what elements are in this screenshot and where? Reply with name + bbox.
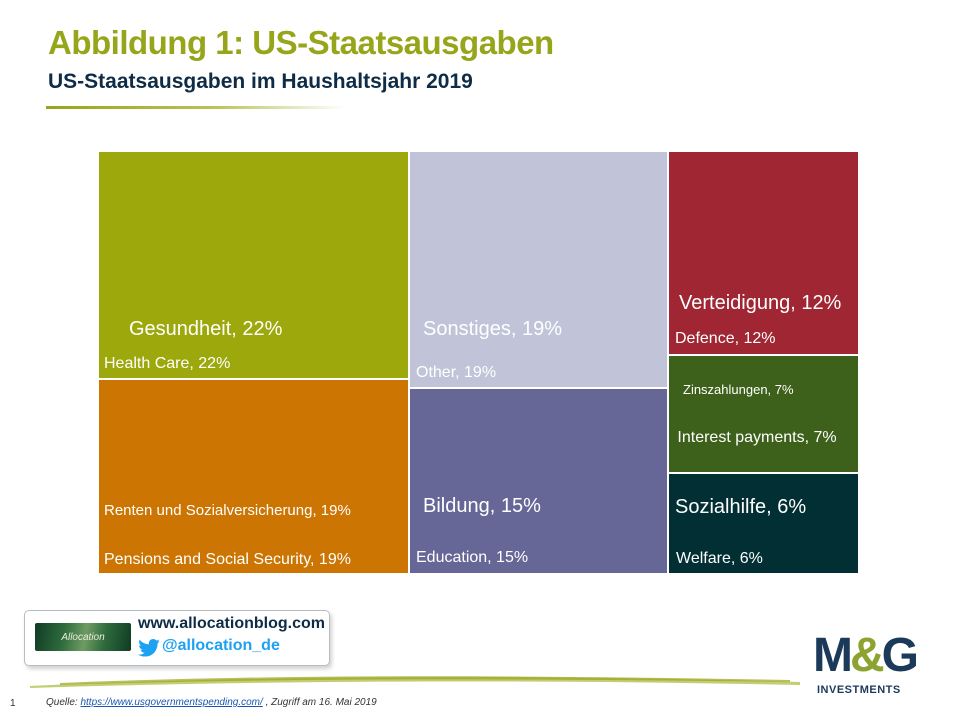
treemap-tile: Verteidigung, 12% Defence, 12% [668, 151, 859, 355]
twitter-handle-link[interactable]: @allocation_de [162, 637, 280, 654]
blog-url-link[interactable]: www.allocationblog.com [138, 615, 325, 632]
treemap-label-de: Sozialhilfe, 6% [675, 496, 807, 518]
treemap-tile: Bildung, 15% Education, 15% [409, 388, 668, 574]
treemap-label-en: Pensions and Social Security, 19% [104, 551, 351, 568]
treemap-label-en: Health Care, 22% [104, 355, 231, 372]
treemap-label-en: Interest payments, 7% [677, 429, 837, 446]
allocation-logo: Allocation [35, 623, 131, 651]
title-underline [46, 106, 346, 109]
page-title: Abbildung 1: US-Staatsausgaben [48, 24, 554, 61]
treemap-label-en: Education, 15% [416, 549, 529, 566]
twitter-bird-icon [138, 639, 160, 657]
source-suffix: , Zugriff am 16. Mai 2019 [262, 697, 377, 708]
mg-logo-ampersand: & [849, 629, 885, 682]
treemap-label-en: Defence, 12% [675, 330, 776, 347]
mg-logo-subtext: INVESTMENTS [817, 684, 901, 696]
treemap-label-de: Gesundheit, 22% [129, 318, 283, 340]
blog-info-box: Allocation www.allocationblog.com @alloc… [24, 610, 330, 666]
treemap-label-en: Welfare, 6% [676, 550, 763, 567]
page-subtitle: US-Staatsausgaben im Haushaltsjahr 2019 [48, 70, 473, 93]
treemap-label-de: Verteidigung, 12% [679, 292, 842, 314]
treemap-label-de: Renten und Sozialversicherung, 19% [104, 502, 351, 519]
mg-logo-m: M [813, 629, 853, 682]
treemap-tile: Zinszahlungen, 7% Interest payments, 7% [668, 355, 859, 473]
mg-logo-g: G [881, 629, 919, 682]
decorative-swoosh [30, 676, 800, 688]
treemap-tile: Sonstiges, 19% Other, 19% [409, 151, 668, 388]
treemap-tile: Sozialhilfe, 6% Welfare, 6% [668, 473, 859, 574]
source-note: Quelle: https://www.usgovernmentspending… [46, 697, 377, 708]
treemap-label-de: Zinszahlungen, 7% [683, 382, 794, 397]
page-number: 1 [10, 698, 16, 709]
treemap-tile: Renten und Sozialversicherung, 19% Pensio… [98, 379, 409, 574]
treemap-label-de: Sonstiges, 19% [423, 318, 562, 340]
treemap-label-en: Other, 19% [416, 364, 497, 381]
treemap-tile: Gesundheit, 22% Health Care, 22% [98, 151, 409, 379]
source-link[interactable]: https://www.usgovernmentspending.com/ [80, 697, 263, 708]
source-prefix: Quelle: [46, 697, 81, 708]
treemap-label-de: Bildung, 15% [423, 495, 541, 517]
mg-investments-logo: M&G INVESTMENTS [813, 629, 931, 700]
